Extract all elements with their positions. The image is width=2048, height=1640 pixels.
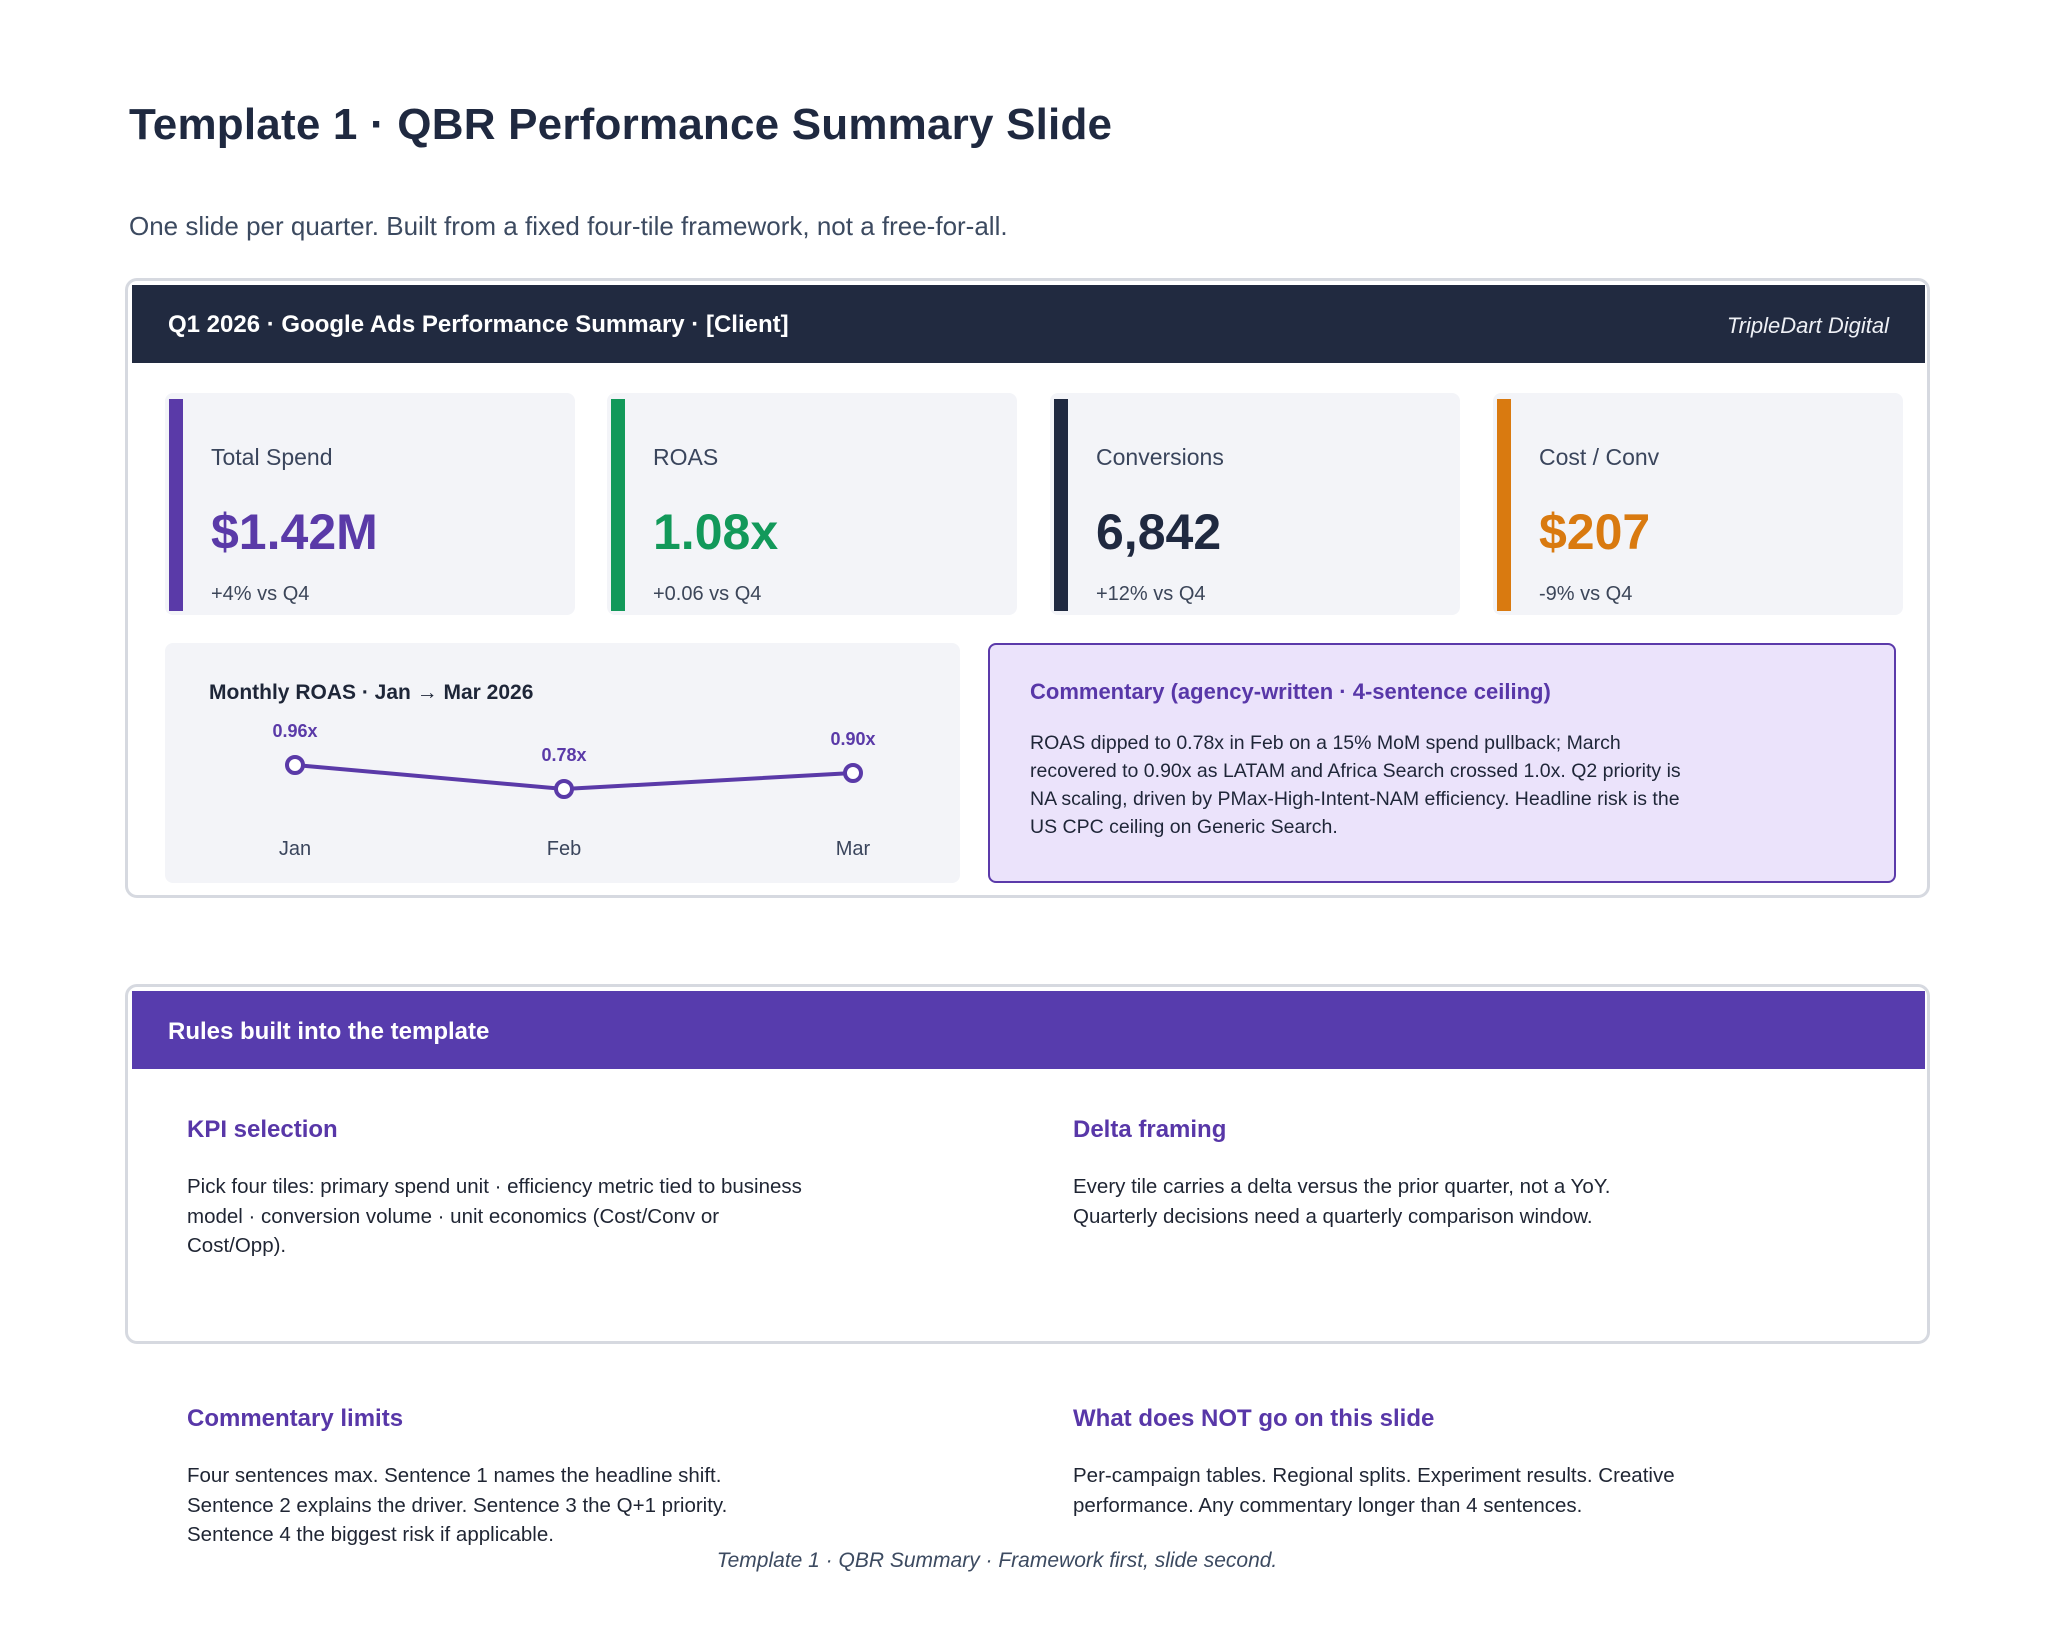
x-tick-label: Jan xyxy=(279,838,311,860)
x-tick-label: Feb xyxy=(547,838,581,860)
kpi-delta: +4% vs Q4 xyxy=(211,583,310,605)
roas-data-label: 0.96x xyxy=(272,721,317,741)
kpi-delta: -9% vs Q4 xyxy=(1539,583,1633,605)
kpi-tile-cost-per-conv: Cost / Conv $207 -9% vs Q4 xyxy=(1493,393,1903,615)
kpi-accent-bar xyxy=(169,399,183,611)
commentary-box: Commentary (agency-written · 4-sentence … xyxy=(988,643,1896,883)
roas-data-label: 0.78x xyxy=(541,745,586,765)
commentary-body: ROAS dipped to 0.78x in Feb on a 15% MoM… xyxy=(1030,732,1681,838)
rules-title: Rules built into the template xyxy=(168,1018,490,1045)
rule-body-commentary-limits: Four sentences max. Sentence 1 names the… xyxy=(187,1464,728,1546)
roas-point-mar xyxy=(843,763,863,783)
rule-title-kpi-selection: KPI selection xyxy=(187,1116,338,1143)
kpi-accent-bar xyxy=(611,399,625,611)
roas-line-chart: 0.96x Jan 0.78x Feb 0.90x Mar xyxy=(272,721,875,860)
kpi-tile-roas: ROAS 1.08x +0.06 vs Q4 xyxy=(607,393,1017,615)
rule-title-delta-framing: Delta framing xyxy=(1073,1116,1227,1143)
slide-header: Q1 2026 · Google Ads Performance Summary… xyxy=(132,285,1925,363)
roas-point-jan xyxy=(285,755,305,775)
qbr-slide: Q1 2026 · Google Ads Performance Summary… xyxy=(125,278,1930,898)
commentary-title: Commentary (agency-written · 4-sentence … xyxy=(1030,679,1551,704)
rule-title-not-on-slide: What does NOT go on this slide xyxy=(1073,1405,1435,1432)
footer-caption: Template 1 · QBR Summary · Framework fir… xyxy=(716,1549,1278,1572)
brand-name: TripleDart Digital xyxy=(1726,313,1889,338)
roas-chart-card: Monthly ROAS · Jan → Mar 2026 0.96x Jan 0.… xyxy=(165,643,960,883)
kpi-delta: +0.06 vs Q4 xyxy=(653,583,762,605)
kpi-accent-bar xyxy=(1497,399,1511,611)
rules-header: Rules built into the template xyxy=(132,991,1925,1069)
kpi-value: $1.42M xyxy=(211,504,378,560)
rule-body-delta-framing: Every tile carries a delta versus the pr… xyxy=(1073,1175,1611,1228)
kpi-tile-conversions: Conversions 6,842 +12% vs Q4 xyxy=(1050,393,1460,615)
rule-title-commentary-limits: Commentary limits xyxy=(187,1405,404,1432)
roas-point-feb xyxy=(554,779,574,799)
roas-data-label: 0.90x xyxy=(830,729,875,749)
roas-series-line xyxy=(294,763,854,792)
rule-body-kpi-selection: Pick four tiles: primary spend unit · ef… xyxy=(187,1175,802,1257)
kpi-delta: +12% vs Q4 xyxy=(1096,583,1206,605)
kpi-value: $207 xyxy=(1539,504,1651,560)
rules-card: Rules built into the template xyxy=(125,984,1930,1344)
kpi-label: Total Spend xyxy=(211,444,333,470)
kpi-accent-bar xyxy=(1054,399,1068,611)
kpi-label: ROAS xyxy=(653,444,719,470)
kpi-value: 6,842 xyxy=(1096,504,1222,560)
rule-body-not-on-slide: Per-campaign tables. Regional splits. Ex… xyxy=(1073,1464,1675,1517)
kpi-value: 1.08x xyxy=(653,504,779,560)
kpi-label: Conversions xyxy=(1096,444,1224,470)
page-subtitle: One slide per quarter. Built from a fixe… xyxy=(129,211,1008,241)
kpi-tile-total-spend: Total Spend $1.42M +4% vs Q4 xyxy=(165,393,575,615)
chart-title: Monthly ROAS · Jan → Mar 2026 xyxy=(209,681,534,704)
page-title: Template 1 · QBR Performance Summary Sli… xyxy=(129,100,1113,149)
kpi-label: Cost / Conv xyxy=(1539,444,1660,470)
x-tick-label: Mar xyxy=(836,838,871,860)
slide-title: Q1 2026 · Google Ads Performance Summary… xyxy=(168,311,789,338)
